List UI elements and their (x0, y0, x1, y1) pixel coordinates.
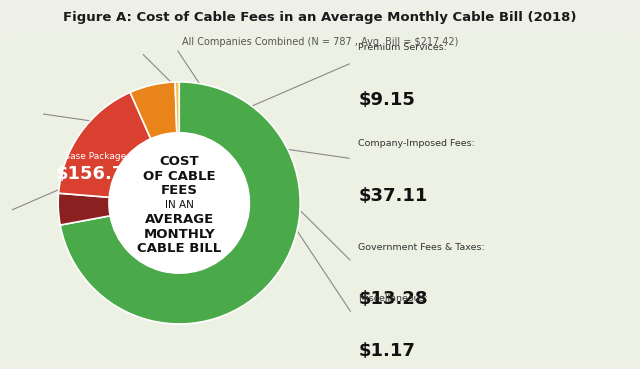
Text: $9.15: $9.15 (358, 91, 415, 108)
FancyBboxPatch shape (0, 33, 640, 365)
Text: OF CABLE: OF CABLE (143, 170, 216, 183)
Text: Base Package:: Base Package: (65, 152, 129, 162)
Text: $13.28: $13.28 (358, 290, 428, 308)
Text: FEES: FEES (161, 184, 198, 197)
Text: Miscellaneous:: Miscellaneous: (358, 294, 428, 303)
Text: Premium Services:: Premium Services: (358, 44, 447, 52)
Text: All Companies Combined (N = 787 , Avg. Bill = $217.42): All Companies Combined (N = 787 , Avg. B… (182, 37, 458, 47)
Text: CABLE BILL: CABLE BILL (137, 242, 221, 255)
Text: $156.71: $156.71 (56, 165, 138, 183)
Wedge shape (175, 82, 179, 133)
Wedge shape (60, 82, 300, 324)
Text: AVERAGE: AVERAGE (145, 213, 214, 227)
Text: Figure A: Cost of Cable Fees in an Average Monthly Cable Bill (2018): Figure A: Cost of Cable Fees in an Avera… (63, 11, 577, 24)
Text: COST: COST (159, 155, 199, 168)
Circle shape (109, 133, 250, 273)
Wedge shape (58, 193, 110, 225)
Text: $37.11: $37.11 (358, 187, 428, 204)
Text: IN AN: IN AN (164, 200, 194, 210)
Text: Company-Imposed Fees:: Company-Imposed Fees: (358, 139, 476, 148)
Wedge shape (59, 92, 151, 197)
Text: MONTHLY: MONTHLY (143, 228, 215, 241)
Text: $1.17: $1.17 (358, 342, 415, 359)
Text: Government Fees & Taxes:: Government Fees & Taxes: (358, 243, 485, 252)
Wedge shape (130, 82, 177, 139)
